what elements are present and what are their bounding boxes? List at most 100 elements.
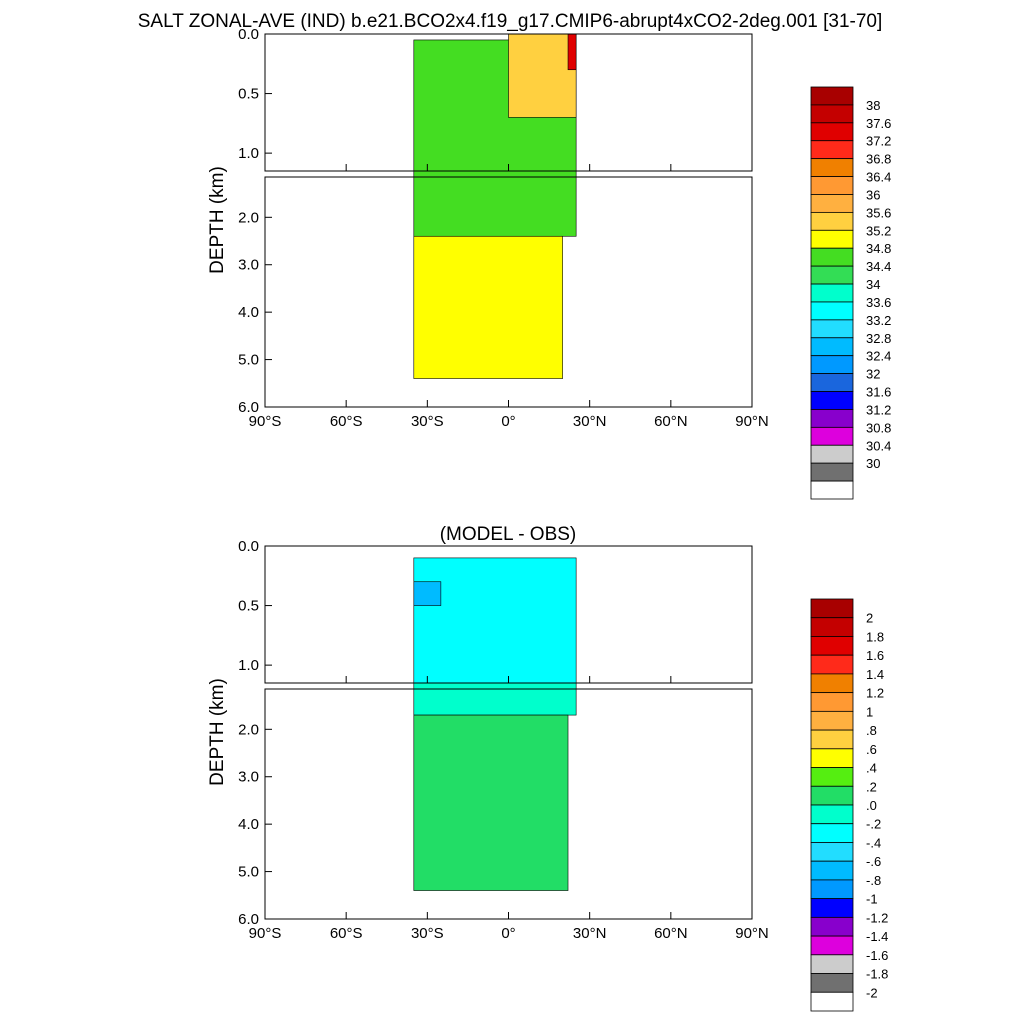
colorbar-swatch (810, 444, 854, 464)
colorbar-swatch (810, 391, 854, 410)
x-tick-label: 90°N (735, 413, 769, 430)
colorbar-swatch (810, 842, 854, 862)
y-tick-label: 0.0 (238, 538, 259, 555)
y-tick-label: 4.0 (238, 304, 259, 321)
colorbar-label: 1.8 (866, 629, 884, 644)
y-tick-label: 6.0 (238, 399, 259, 416)
colorbar-swatch (810, 319, 854, 339)
field-region-2 (413, 714, 569, 891)
colorbar-label: -1.4 (866, 929, 888, 944)
x-tick-label: 60°S (330, 925, 363, 942)
colorbar-label: 1 (866, 704, 873, 719)
colorbar-swatch (810, 158, 854, 177)
colorbar-swatch (810, 804, 854, 825)
colorbar-label: 31.6 (866, 385, 891, 400)
colorbar-label: 30.8 (866, 420, 891, 435)
colorbar-swatch (810, 860, 854, 881)
colorbar-swatch (810, 337, 854, 357)
colorbar-swatch (810, 176, 854, 195)
colorbar-label: 31.2 (866, 402, 891, 417)
x-tick-label: 60°S (330, 413, 363, 430)
colorbar-swatch (810, 426, 854, 446)
colorbar-swatch (810, 785, 854, 806)
colorbar-label: 34.4 (866, 259, 891, 274)
y-tick-label: 3.0 (238, 257, 259, 274)
difference-axes: 90°S 60°S 30°S 0° 30°N 60°N 90°N 0.0 0.5 1.0 2.0 3.… (238, 538, 769, 942)
colorbar-label: -1.8 (866, 967, 888, 982)
colorbar-swatch (810, 916, 854, 937)
colorbar-label: -1 (866, 892, 878, 907)
colorbar-label: 36 (866, 187, 880, 202)
x-tick-label: 30°S (411, 413, 444, 430)
colorbar-label: .6 (866, 742, 877, 757)
colorbar-label: .4 (866, 761, 877, 776)
y-tick-label: 4.0 (238, 816, 259, 833)
colorbar-label: -1.2 (866, 910, 888, 925)
y-tick-label: 1.0 (238, 657, 259, 674)
colorbar-swatch (810, 409, 854, 428)
colorbar-swatch (810, 617, 854, 637)
colorbar-label: 33.2 (866, 313, 891, 328)
colorbar-swatch (810, 748, 854, 768)
colorbar-label: .2 (866, 779, 877, 794)
colorbar-swatch (810, 991, 854, 1012)
colorbar-label: 34 (866, 277, 880, 292)
colorbar-swatch (810, 265, 854, 285)
colorbar-swatch (810, 898, 854, 918)
colorbar-label: 32.4 (866, 349, 891, 364)
colorbar-label: 1.2 (866, 686, 884, 701)
colorbar-swatch (810, 194, 854, 213)
y-tick-label: 0.5 (238, 86, 259, 103)
x-tick-label: 90°N (735, 925, 769, 942)
colorbar-label: -.6 (866, 854, 881, 869)
colorbar-label: 32.8 (866, 331, 891, 346)
field-region-4 (567, 33, 577, 71)
y-tick-label: 5.0 (238, 352, 259, 369)
colorbar-swatch (810, 767, 854, 787)
colorbar-swatch (810, 692, 854, 712)
colorbar-swatch (810, 247, 854, 267)
colorbar-label: 1.6 (866, 648, 884, 663)
colorbar-swatch (810, 122, 854, 142)
colorbar-label: .0 (866, 798, 877, 813)
colorbar-swatch (810, 104, 854, 124)
colorbar-label: -.2 (866, 817, 881, 832)
field-region-0 (413, 557, 577, 684)
colorbar-swatch (810, 598, 854, 619)
y-tick-label: 3.0 (238, 769, 259, 786)
colorbar-label: -1.6 (866, 948, 888, 963)
x-tick-label: 60°N (654, 413, 688, 430)
colorbar-label: 1.4 (866, 667, 884, 682)
difference-field (413, 557, 577, 891)
y-tick-label: 5.0 (238, 864, 259, 881)
difference-title: (MODEL - OBS) (440, 524, 577, 545)
x-tick-label: 0° (501, 413, 515, 430)
x-tick-label: 30°N (573, 413, 607, 430)
x-tick-label: 90°S (249, 413, 282, 430)
colorbar-label: 37.2 (866, 134, 891, 149)
colorbar-swatch (810, 935, 854, 956)
colorbar-label: 36.8 (866, 152, 891, 167)
colorbar-label: -2 (866, 985, 878, 1000)
colorbar-swatch (810, 480, 854, 500)
x-tick-label: 90°S (249, 925, 282, 942)
y-axis-label: DEPTH (km) (207, 678, 228, 786)
y-tick-label: 0.0 (238, 26, 259, 43)
model-salinity-field (413, 33, 577, 379)
colorbar-label: -.8 (866, 873, 881, 888)
x-tick-label: 30°N (573, 925, 607, 942)
colorbar-label: 2 (866, 611, 873, 626)
y-tick-label: 0.5 (238, 598, 259, 615)
colorbar-label: 33.6 (866, 295, 891, 310)
colorbar-swatch (810, 462, 854, 482)
y-axis-label: DEPTH (km) (207, 166, 228, 274)
y-tick-label: 1.0 (238, 145, 259, 162)
colorbar-label: 35.6 (866, 205, 891, 220)
colorbar-swatch (810, 673, 854, 694)
colorbar-swatch (810, 654, 854, 675)
field-region-2 (413, 235, 563, 379)
x-tick-label: 60°N (654, 925, 688, 942)
colorbar-swatch (810, 973, 854, 993)
